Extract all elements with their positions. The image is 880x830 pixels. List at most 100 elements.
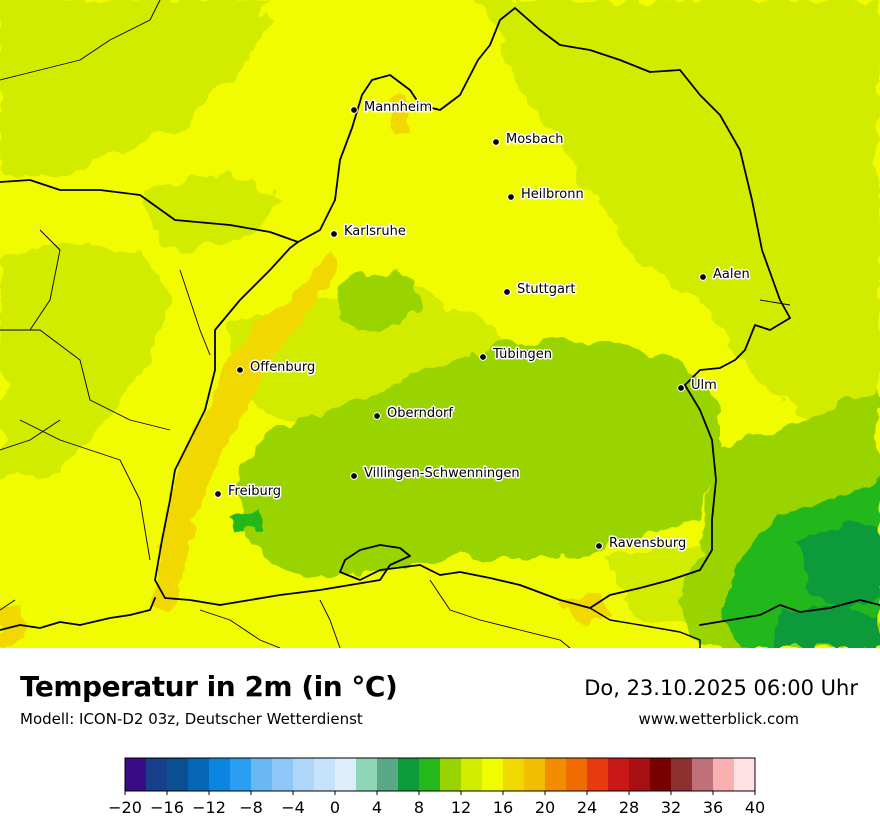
lake-border <box>589 607 701 648</box>
city-dot <box>479 353 487 361</box>
city-oberndorf: Oberndorf <box>373 405 455 423</box>
city-dot <box>699 273 707 281</box>
legend-swatch <box>188 758 210 791</box>
legend-swatch <box>671 758 693 791</box>
city-mosbach: Mosbach <box>492 131 565 149</box>
city-dot <box>350 106 358 114</box>
legend-swatch <box>251 758 273 791</box>
city-dot <box>236 366 244 374</box>
legend-tick-label: 16 <box>493 798 513 817</box>
city-dot <box>373 412 381 420</box>
legend-swatch <box>545 758 567 791</box>
legend-swatch <box>440 758 462 791</box>
city-label: Mosbach <box>506 132 564 147</box>
legend-tick-label: 4 <box>372 798 382 817</box>
legend-swatch <box>125 758 147 791</box>
city-label: Aalen <box>713 267 750 282</box>
city-karlsruhe: Karlsruhe <box>330 223 407 241</box>
borders <box>0 7 880 648</box>
country-border-east <box>699 599 880 626</box>
legend-swatch <box>356 758 378 791</box>
website-link[interactable]: www.wetterblick.com <box>638 710 799 728</box>
city-villingen-schwenningen: Villingen-Schwenningen <box>350 465 521 483</box>
footer: Temperatur in 2m (in °C) Modell: ICON-D2… <box>0 648 880 830</box>
legend-swatch <box>230 758 252 791</box>
city-aalen: Aalen <box>699 266 751 284</box>
legend-swatch <box>293 758 315 791</box>
legend-swatch <box>272 758 294 791</box>
city-label: Villingen-Schwenningen <box>364 466 520 481</box>
city-label: Karlsruhe <box>344 224 406 239</box>
city-label: Mannheim <box>364 100 432 115</box>
city-stuttgart: Stuttgart <box>503 281 577 299</box>
legend-swatch <box>692 758 714 791</box>
legend-tick-label: −8 <box>239 798 263 817</box>
legend-tick-label: 36 <box>703 798 723 817</box>
legend-swatch <box>566 758 588 791</box>
legend-swatch <box>146 758 168 791</box>
field-coldest <box>770 520 880 648</box>
legend-tick-label: 28 <box>619 798 639 817</box>
city-heilbronn: Heilbronn <box>507 186 585 204</box>
city-label: Stuttgart <box>517 282 575 297</box>
city-label: Freiburg <box>228 484 281 499</box>
city-dot <box>492 138 500 146</box>
city-offenburg: Offenburg <box>236 359 317 377</box>
city-label: Ulm <box>691 378 717 393</box>
city-dot <box>350 472 358 480</box>
city-markers: Mannheim Mosbach Heilbronn Karlsruhe Aalen St… <box>214 99 751 553</box>
city-mannheim: Mannheim <box>350 99 434 117</box>
legend-swatch <box>482 758 504 791</box>
legend-swatch <box>419 758 441 791</box>
legend-swatch <box>734 758 756 791</box>
legend-swatch <box>608 758 630 791</box>
legend-tick-label: −4 <box>281 798 305 817</box>
city-dot <box>330 230 338 238</box>
temperature-field <box>0 0 880 648</box>
legend-tick-label: 32 <box>661 798 681 817</box>
city-dot <box>595 542 603 550</box>
legend-tick-label: 20 <box>535 798 555 817</box>
legend-swatch <box>629 758 651 791</box>
legend-swatch <box>503 758 525 791</box>
city-t-bingen: Tübingen <box>479 346 554 364</box>
city-label: Ravensburg <box>609 536 686 551</box>
legend-tick-label: −20 <box>108 798 142 817</box>
forecast-datetime: Do, 23.10.2025 06:00 Uhr <box>584 676 858 700</box>
legend-swatch <box>398 758 420 791</box>
legend-swatch <box>314 758 336 791</box>
state-border <box>0 7 791 609</box>
legend-swatch <box>524 758 546 791</box>
legend-swatch <box>167 758 189 791</box>
temperature-map: Mannheim Mosbach Heilbronn Karlsruhe Aalen St… <box>0 0 880 648</box>
legend-tick-label: −16 <box>150 798 184 817</box>
color-legend: −20 −16 −12 −8 −4 0 4 8 12 16 20 24 28 32 36 40 <box>108 757 765 817</box>
legend-tick-label: 12 <box>451 798 471 817</box>
city-freiburg: Freiburg <box>214 483 283 501</box>
city-label: Tübingen <box>492 347 552 362</box>
legend-tick-label: 0 <box>330 798 340 817</box>
legend-tick-label: 24 <box>577 798 597 817</box>
city-dot <box>677 384 685 392</box>
legend-swatch <box>587 758 609 791</box>
city-dot <box>507 193 515 201</box>
country-border <box>0 597 156 631</box>
city-label: Offenburg <box>250 360 315 375</box>
city-dot <box>503 288 511 296</box>
legend-frame <box>124 757 756 792</box>
legend-tick-label: −12 <box>192 798 226 817</box>
legend-swatch <box>650 758 672 791</box>
city-ulm: Ulm <box>677 377 718 395</box>
legend-swatch <box>209 758 231 791</box>
legend-swatch <box>461 758 483 791</box>
city-dot <box>214 490 222 498</box>
legend-tick-label: 40 <box>745 798 765 817</box>
city-ravensburg: Ravensburg <box>595 535 688 553</box>
model-info: Modell: ICON-D2 03z, Deutscher Wetterdie… <box>20 710 363 728</box>
legend-swatch <box>335 758 357 791</box>
district-borders <box>0 0 791 648</box>
city-label: Oberndorf <box>387 406 453 421</box>
legend-swatch <box>377 758 399 791</box>
map-title: Temperatur in 2m (in °C) <box>20 670 398 703</box>
city-label: Heilbronn <box>521 187 584 202</box>
